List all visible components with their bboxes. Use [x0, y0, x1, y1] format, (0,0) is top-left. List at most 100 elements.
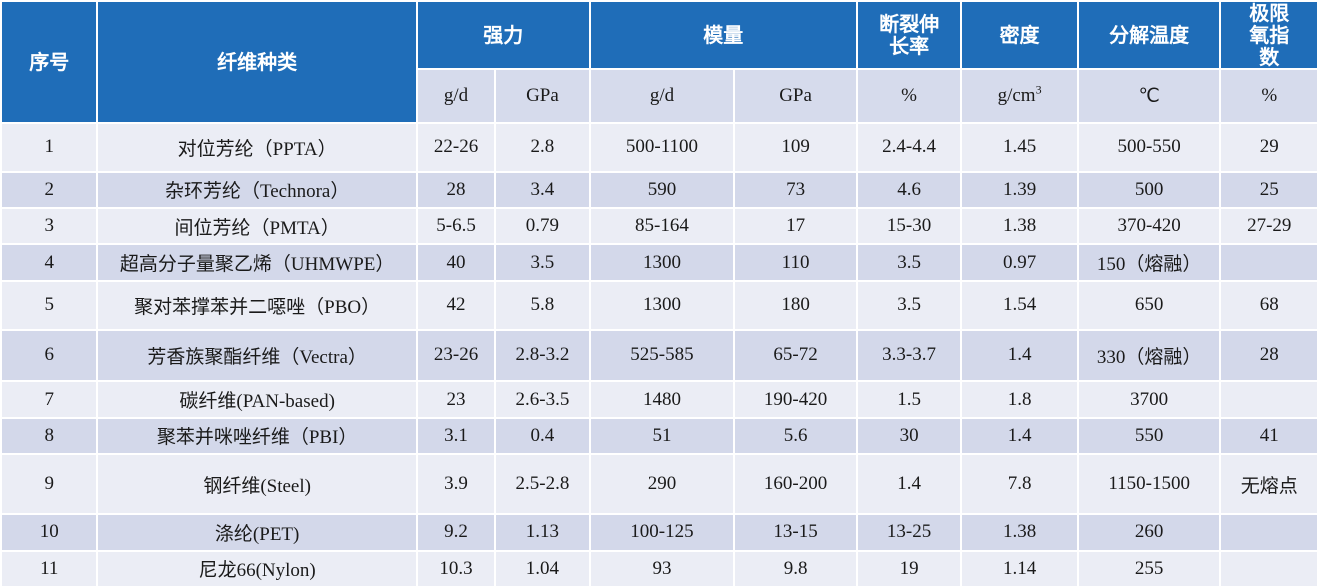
cell-strength-gpa: 0.79	[496, 209, 589, 244]
cell-strength-gpa: 3.4	[496, 172, 589, 208]
cell-strength-gd: 3.1	[417, 418, 495, 454]
cell-modulus-gd: 51	[590, 418, 734, 454]
cell-strength-gpa: 5.8	[496, 281, 589, 329]
cell-elongation: 15-30	[857, 209, 961, 244]
cell-loi	[1221, 382, 1317, 417]
cell-strength-gd: 28	[417, 172, 495, 208]
cell-density: 1.54	[962, 281, 1077, 329]
cell-decomp-temp: 370-420	[1078, 209, 1220, 244]
header-loi: 极限氧指数	[1221, 2, 1317, 68]
cell-modulus-gd: 290	[590, 455, 734, 514]
table-row: 5 聚对苯撑苯并二噁唑（PBO） 42 5.8 1300 180 3.5 1.5…	[2, 281, 1317, 329]
cell-modulus-gpa: 9.8	[735, 551, 856, 586]
cell-modulus-gpa: 73	[735, 172, 856, 208]
cell-elongation: 13-25	[857, 515, 961, 550]
cell-modulus-gd: 1480	[590, 382, 734, 417]
table-row: 6 芳香族聚酯纤维（Vectra） 23-26 2.8-3.2 525-585 …	[2, 330, 1317, 381]
cell-strength-gpa: 2.5-2.8	[496, 455, 589, 514]
cell-modulus-gpa: 13-15	[735, 515, 856, 550]
cell-elongation: 3.3-3.7	[857, 330, 961, 381]
table-row: 3 间位芳纶（PMTA） 5-6.5 0.79 85-164 17 15-30 …	[2, 209, 1317, 244]
cell-strength-gpa: 2.6-3.5	[496, 382, 589, 417]
cell-no: 7	[2, 382, 97, 417]
cell-modulus-gpa: 180	[735, 281, 856, 329]
cell-elongation: 3.5	[857, 245, 961, 280]
cell-decomp-temp: 255	[1078, 551, 1220, 586]
cell-strength-gpa: 1.04	[496, 551, 589, 586]
cell-decomp-temp: 550	[1078, 418, 1220, 454]
cell-modulus-gd: 93	[590, 551, 734, 586]
cell-no: 6	[2, 330, 97, 381]
cell-no: 3	[2, 209, 97, 244]
cell-no: 11	[2, 551, 97, 586]
cell-loi	[1221, 515, 1317, 550]
cell-modulus-gpa: 190-420	[735, 382, 856, 417]
cell-density: 1.38	[962, 209, 1077, 244]
cell-no: 10	[2, 515, 97, 550]
cell-loi: 无熔点	[1221, 455, 1317, 514]
unit-density-base: g/cm	[997, 85, 1036, 106]
cell-no: 4	[2, 245, 97, 280]
cell-strength-gd: 22-26	[417, 124, 495, 171]
cell-no: 8	[2, 418, 97, 454]
unit-elongation: %	[857, 70, 961, 122]
cell-modulus-gd: 1300	[590, 281, 734, 329]
cell-modulus-gpa: 110	[735, 245, 856, 280]
unit-loi: %	[1221, 70, 1317, 122]
unit-strength-gd: g/d	[417, 70, 495, 122]
cell-elongation: 3.5	[857, 281, 961, 329]
cell-strength-gpa: 3.5	[496, 245, 589, 280]
cell-density: 1.39	[962, 172, 1077, 208]
cell-loi: 25	[1221, 172, 1317, 208]
cell-decomp-temp: 3700	[1078, 382, 1220, 417]
cell-no: 1	[2, 124, 97, 171]
table-row: 1 对位芳纶（PPTA） 22-26 2.8 500-1100 109 2.4-…	[2, 124, 1317, 171]
cell-strength-gd: 23	[417, 382, 495, 417]
cell-loi: 29	[1221, 124, 1317, 171]
cell-fiber: 聚苯并咪唑纤维（PBI）	[98, 418, 416, 454]
table-header: 序号 纤维种类 强力 模量 断裂伸长率 密度 分解温度 极限氧指数 g/d GP…	[2, 2, 1317, 122]
cell-fiber: 对位芳纶（PPTA）	[98, 124, 416, 171]
cell-modulus-gpa: 160-200	[735, 455, 856, 514]
cell-fiber: 间位芳纶（PMTA）	[98, 209, 416, 244]
cell-modulus-gpa: 17	[735, 209, 856, 244]
cell-density: 7.8	[962, 455, 1077, 514]
cell-decomp-temp: 1150-1500	[1078, 455, 1220, 514]
cell-modulus-gd: 85-164	[590, 209, 734, 244]
cell-strength-gd: 5-6.5	[417, 209, 495, 244]
cell-elongation: 2.4-4.4	[857, 124, 961, 171]
table-row: 9 钢纤维(Steel) 3.9 2.5-2.8 290 160-200 1.4…	[2, 455, 1317, 514]
cell-fiber: 芳香族聚酯纤维（Vectra）	[98, 330, 416, 381]
cell-modulus-gd: 1300	[590, 245, 734, 280]
cell-fiber: 涤纶(PET)	[98, 515, 416, 550]
header-fiber-type: 纤维种类	[98, 2, 416, 122]
header-decomp-temp: 分解温度	[1078, 2, 1220, 68]
cell-no: 9	[2, 455, 97, 514]
cell-modulus-gpa: 65-72	[735, 330, 856, 381]
cell-density: 1.45	[962, 124, 1077, 171]
table-body: 1 对位芳纶（PPTA） 22-26 2.8 500-1100 109 2.4-…	[2, 124, 1317, 586]
cell-modulus-gd: 500-1100	[590, 124, 734, 171]
cell-fiber: 碳纤维(PAN-based)	[98, 382, 416, 417]
cell-decomp-temp: 500	[1078, 172, 1220, 208]
unit-decomp-temp: ℃	[1078, 70, 1220, 122]
cell-elongation: 1.4	[857, 455, 961, 514]
cell-strength-gd: 42	[417, 281, 495, 329]
cell-decomp-temp: 260	[1078, 515, 1220, 550]
cell-strength-gpa: 0.4	[496, 418, 589, 454]
unit-modulus-gpa: GPa	[735, 70, 856, 122]
cell-strength-gpa: 2.8-3.2	[496, 330, 589, 381]
cell-loi: 27-29	[1221, 209, 1317, 244]
cell-fiber: 尼龙66(Nylon)	[98, 551, 416, 586]
header-density: 密度	[962, 2, 1077, 68]
cell-elongation: 30	[857, 418, 961, 454]
cell-modulus-gpa: 5.6	[735, 418, 856, 454]
cell-loi: 41	[1221, 418, 1317, 454]
cell-fiber: 超高分子量聚乙烯（UHMWPE）	[98, 245, 416, 280]
cell-loi	[1221, 245, 1317, 280]
cell-elongation: 19	[857, 551, 961, 586]
cell-loi: 68	[1221, 281, 1317, 329]
header-index: 序号	[2, 2, 97, 122]
cell-elongation: 4.6	[857, 172, 961, 208]
